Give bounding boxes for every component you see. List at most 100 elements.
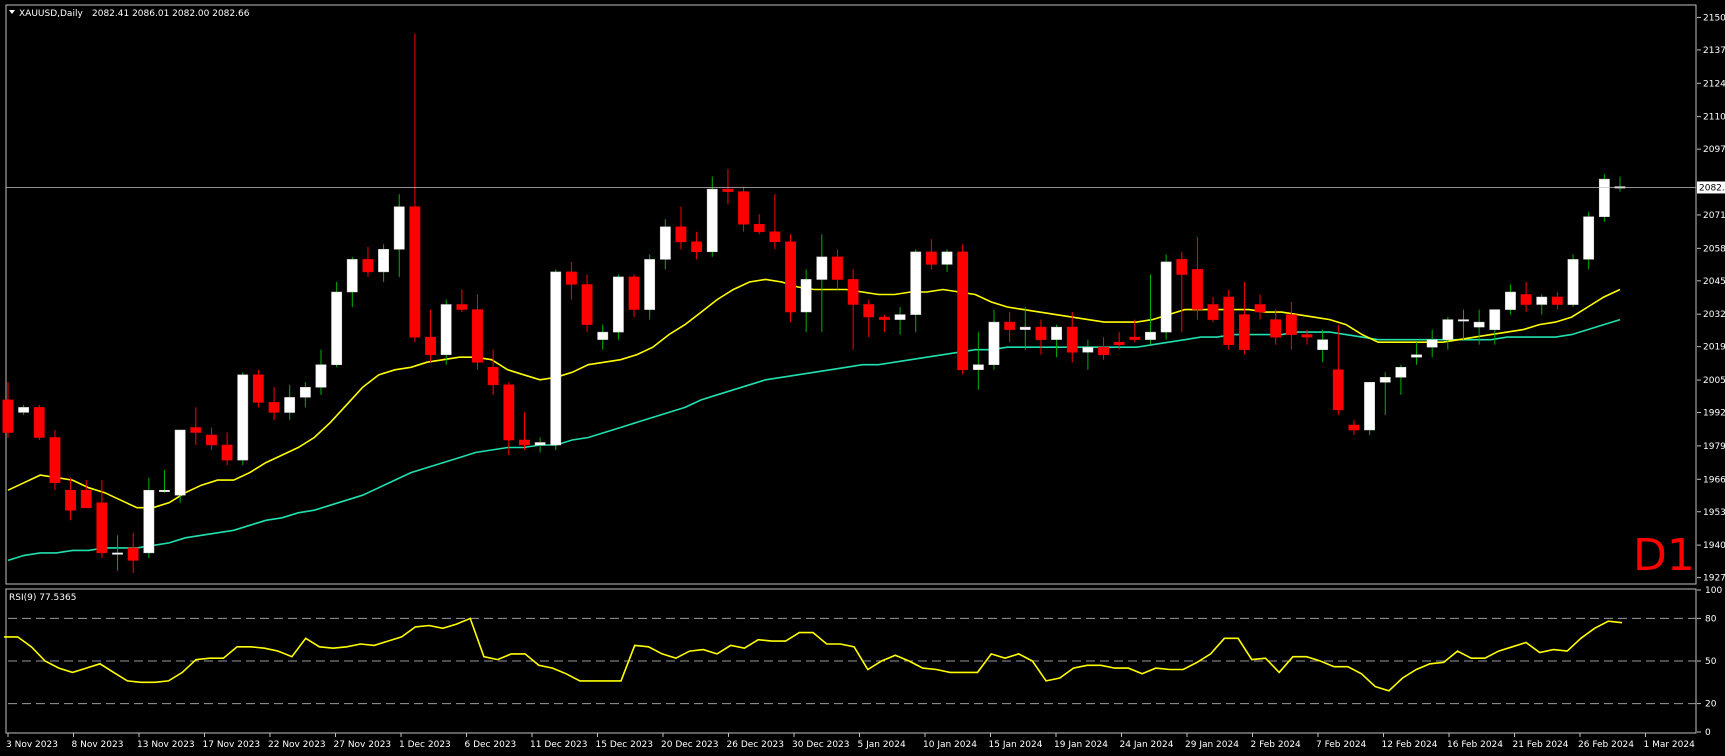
candle-bear xyxy=(425,336,436,355)
time-tick-label: 22 Nov 2023 xyxy=(268,740,326,750)
time-tick-label: 27 Nov 2023 xyxy=(334,740,392,750)
candle-bear xyxy=(268,402,280,413)
candle-bull xyxy=(894,314,906,320)
candle-bear xyxy=(190,427,202,433)
candle-bull xyxy=(18,407,30,413)
price-tick-label: 2150.45 xyxy=(1703,13,1725,23)
candle-bull xyxy=(112,552,123,555)
candle-bull xyxy=(237,374,249,461)
time-tick-label: 12 Feb 2024 xyxy=(1382,740,1438,750)
candle-bull xyxy=(1489,309,1501,330)
candle-bear xyxy=(1301,334,1313,338)
time-tick-label: 1 Dec 2023 xyxy=(399,740,451,750)
rsi-line xyxy=(4,617,1623,692)
candle-bear xyxy=(33,407,45,438)
candle-bull xyxy=(1145,331,1156,340)
candle-bear xyxy=(1254,304,1266,313)
candle-bear xyxy=(785,241,796,313)
price-tick-label: 2071.70 xyxy=(1703,211,1725,221)
candle-bull xyxy=(1082,346,1094,353)
rsi-tick-label: 0 xyxy=(1705,728,1711,738)
candle-bull xyxy=(1567,259,1579,305)
candle-bear xyxy=(519,439,530,446)
collapse-triangle-icon[interactable] xyxy=(9,10,15,14)
rsi-tick-label: 80 xyxy=(1705,614,1717,624)
candle-bear xyxy=(409,206,421,338)
candle-bull xyxy=(378,249,389,273)
candle-bull xyxy=(910,251,922,315)
candle-bear xyxy=(847,279,859,305)
candle-bear xyxy=(49,437,61,483)
candle-bull xyxy=(1160,261,1172,333)
rsi-tick-label: 20 xyxy=(1705,700,1717,710)
price-tick-label: 1966.35 xyxy=(1703,475,1725,485)
time-tick-label: 6 Dec 2023 xyxy=(465,740,517,750)
candle-bull xyxy=(440,304,452,355)
ma-fast-line xyxy=(7,278,1621,509)
price-tick-label: 1927.15 xyxy=(1703,574,1725,584)
timeframe-badge: D1 xyxy=(1633,530,1695,581)
candle-bear xyxy=(1520,294,1532,305)
candle-bull xyxy=(1598,178,1610,217)
candle-bull xyxy=(284,397,296,413)
price-tick-label: 2045.45 xyxy=(1703,277,1725,287)
time-tick-label: 5 Jan 2024 xyxy=(858,740,906,750)
candle-bull xyxy=(534,442,546,446)
candle-bull xyxy=(1426,339,1438,348)
candle-bull xyxy=(346,259,358,293)
price-tick-label: 2124.20 xyxy=(1703,79,1725,89)
candle-bull xyxy=(315,364,327,388)
candle-bull xyxy=(1317,339,1329,350)
candle-bear xyxy=(1098,346,1109,355)
price-panel-frame xyxy=(5,4,1697,585)
candle-bull xyxy=(597,331,609,340)
candle-bull xyxy=(1051,326,1062,340)
candle-bull xyxy=(550,271,562,446)
current-price-tag xyxy=(1697,181,1725,194)
rsi-axis: 100 80 50 20 0 xyxy=(1697,586,1722,738)
candle-bear xyxy=(1066,326,1078,353)
candle-bull xyxy=(1583,216,1595,260)
time-tick-label: 2 Feb 2024 xyxy=(1251,740,1302,750)
candle-bull xyxy=(816,256,828,280)
rsi-header: RSI(9) 77.5365 xyxy=(9,593,76,603)
time-tick-label: 13 Nov 2023 xyxy=(137,740,195,750)
time-axis: 3 Nov 2023 8 Nov 2023 13 Nov 2023 17 Nov 20… xyxy=(6,733,1695,750)
candle-bull xyxy=(299,387,311,398)
rsi-series xyxy=(4,617,1623,692)
time-tick-label: 26 Dec 2023 xyxy=(727,740,785,750)
time-tick-label: 17 Nov 2023 xyxy=(203,740,261,750)
candle-bear xyxy=(925,251,937,265)
candle-bull xyxy=(612,276,624,333)
candle-bear xyxy=(675,226,687,243)
symbol-label: XAUUSD,Daily xyxy=(19,9,83,19)
candle-bear xyxy=(127,547,139,561)
candle-bear xyxy=(80,489,92,509)
candle-bear xyxy=(472,309,483,363)
price-tick-label: 1992.95 xyxy=(1703,409,1725,419)
candle-bull xyxy=(1536,296,1548,305)
candle-bear xyxy=(769,231,781,243)
candle-bear xyxy=(1238,314,1250,350)
candle-bull xyxy=(393,206,405,250)
price-tick-label: 2005.90 xyxy=(1703,376,1725,386)
price-tick-label: 1940.10 xyxy=(1703,541,1725,551)
candle-bear xyxy=(691,241,703,253)
candle-bull xyxy=(331,291,343,366)
candle-bear xyxy=(832,256,843,280)
price-tick-label: 2058.40 xyxy=(1703,244,1725,254)
candle-bull xyxy=(1442,319,1454,340)
candle-bear xyxy=(753,224,765,233)
time-tick-label: 21 Feb 2024 xyxy=(1513,740,1569,750)
candle-bull xyxy=(1379,377,1391,383)
candle-bear xyxy=(863,304,875,318)
candle-bear xyxy=(1004,321,1016,330)
candle-bear xyxy=(2,399,14,433)
candle-bull xyxy=(1395,367,1407,378)
candle-bull xyxy=(174,429,186,496)
candle-bull xyxy=(659,226,671,260)
time-tick-label: 1 Mar 2024 xyxy=(1644,740,1696,750)
candle-bear xyxy=(96,502,108,554)
price-tick-label: 1953.40 xyxy=(1703,508,1725,518)
